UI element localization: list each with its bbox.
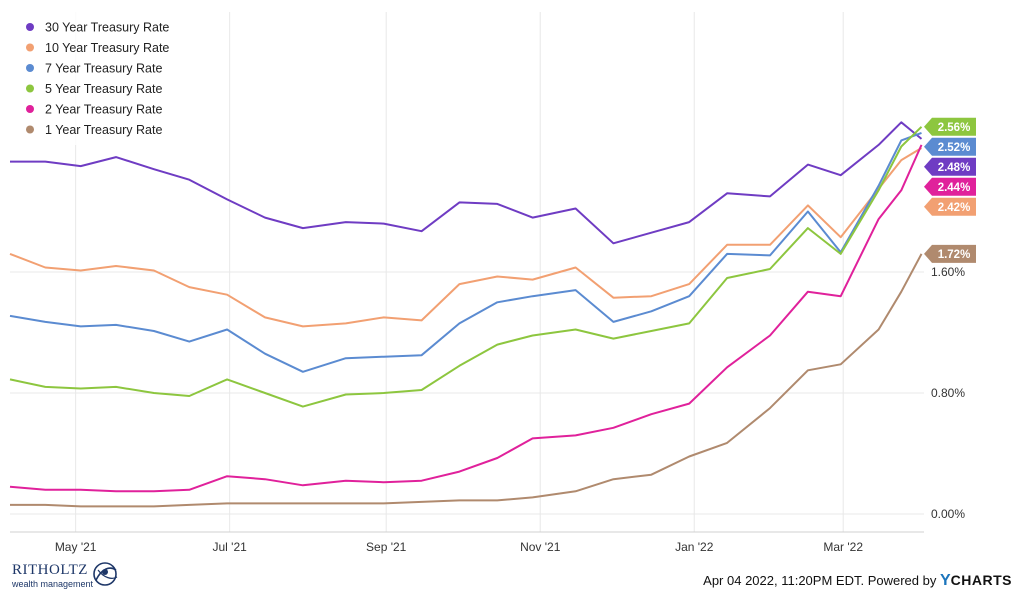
end-labels: 2.56% 2.52% 2.48% 2.44% 2.42% 1.72% xyxy=(924,117,976,263)
svg-text:2.52%: 2.52% xyxy=(938,142,971,154)
x-tick-label: Sep '21 xyxy=(366,540,407,554)
footer-attribution: Apr 04 2022, 11:20PM EDT. Powered by YCH… xyxy=(703,572,1012,590)
legend-item: 7 Year Treasury Rate xyxy=(26,62,162,76)
legend-marker xyxy=(26,23,34,31)
legend-label: 1 Year Treasury Rate xyxy=(45,123,162,137)
series-line xyxy=(9,144,923,493)
series-line xyxy=(9,131,922,373)
legend-label: 7 Year Treasury Rate xyxy=(45,62,162,76)
x-tick-label: May '21 xyxy=(55,540,97,554)
end-value-label: 2.44% xyxy=(924,177,976,196)
end-value-label: 2.48% xyxy=(924,157,976,176)
legend-label: 10 Year Treasury Rate xyxy=(45,41,169,55)
axis-labels: May '21 Jul '21 Sep '21 Nov '21 Jan '22 Mar '… xyxy=(55,265,966,554)
legend-marker xyxy=(26,105,34,113)
brand-subtitle: wealth management xyxy=(12,579,94,589)
powered-by-label: Powered by xyxy=(867,573,937,588)
ritholtz-logo-icon xyxy=(93,562,118,586)
svg-text:2.56%: 2.56% xyxy=(938,122,971,134)
legend-item: 5 Year Treasury Rate xyxy=(26,82,162,96)
ycharts-logo-text: CHARTS xyxy=(950,572,1012,588)
svg-text:2.48%: 2.48% xyxy=(938,162,971,174)
legend-label: 30 Year Treasury Rate xyxy=(45,21,169,35)
brand-name: RITHOLTZ xyxy=(12,562,88,578)
y-tick-label: 0.80% xyxy=(931,386,965,400)
end-value-label: 2.56% xyxy=(924,117,976,136)
legend-label: 2 Year Treasury Rate xyxy=(45,103,162,117)
legend-marker xyxy=(26,43,34,52)
legend-marker xyxy=(26,125,34,134)
legend-item: 10 Year Treasury Rate xyxy=(26,41,169,55)
svg-text:2.42%: 2.42% xyxy=(938,202,971,214)
y-tick-label: 0.00% xyxy=(931,507,965,521)
y-tick-label: 1.60% xyxy=(931,265,965,279)
legend-item: 2 Year Treasury Rate xyxy=(26,103,162,117)
legend: 30 Year Treasury Rate 10 Year Treasury Ra… xyxy=(10,10,183,145)
end-value-label: 2.42% xyxy=(924,197,976,216)
legend-item: 30 Year Treasury Rate xyxy=(26,21,169,35)
legend-label: 5 Year Treasury Rate xyxy=(45,82,162,96)
x-tick-label: Nov '21 xyxy=(520,540,561,554)
end-value-label: 1.72% xyxy=(924,244,976,263)
end-value-label: 2.52% xyxy=(924,137,976,156)
x-tick-label: Jan '22 xyxy=(675,540,714,554)
legend-item: 1 Year Treasury Rate xyxy=(26,123,162,137)
svg-text:1.72%: 1.72% xyxy=(938,249,971,261)
series-lines xyxy=(9,121,923,508)
legend-box xyxy=(10,10,183,145)
timestamp: Apr 04 2022, 11:20PM EDT. xyxy=(703,573,865,588)
legend-marker xyxy=(26,84,34,93)
x-tick-label: Jul '21 xyxy=(213,540,248,554)
series-line xyxy=(10,121,923,245)
series-line xyxy=(9,147,923,328)
series-line xyxy=(10,253,923,508)
svg-text:2.44%: 2.44% xyxy=(938,182,971,194)
legend-marker xyxy=(26,64,34,72)
series-line xyxy=(9,126,923,408)
ycharts-logo-y: Y xyxy=(939,572,951,589)
x-tick-label: Mar '22 xyxy=(823,540,863,554)
